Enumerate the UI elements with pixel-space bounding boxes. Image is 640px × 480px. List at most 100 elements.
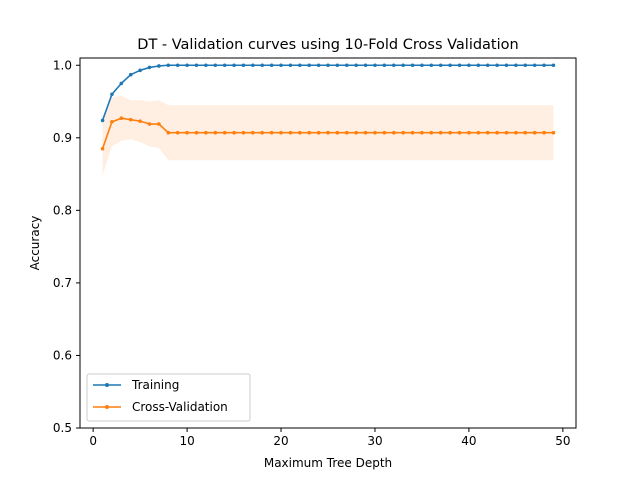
y-axis-ticks: 0.5 0.6 0.7 0.8 0.9 1.0 — [53, 58, 80, 435]
data-point — [298, 130, 302, 135]
x-tick-label: 20 — [273, 434, 288, 448]
data-point — [495, 63, 499, 68]
legend-label-training: Training — [131, 378, 179, 392]
data-point — [542, 63, 546, 68]
legend-box — [86, 373, 251, 422]
data-point — [504, 63, 509, 68]
y-axis-label: Accuracy — [28, 216, 42, 271]
data-point — [391, 130, 396, 135]
data-point — [420, 63, 424, 68]
data-point — [166, 130, 171, 135]
data-point — [457, 130, 462, 135]
data-point — [335, 130, 340, 135]
data-point — [410, 130, 415, 135]
data-point — [373, 130, 377, 135]
data-point — [514, 130, 518, 135]
y-tick-label: 0.5 — [53, 421, 72, 435]
data-point — [429, 63, 434, 68]
data-point — [298, 63, 302, 68]
data-point — [373, 63, 377, 68]
data-point — [251, 63, 255, 68]
data-point — [175, 130, 180, 135]
data-point — [476, 63, 481, 68]
data-point — [410, 63, 415, 68]
data-point — [288, 63, 293, 68]
chart-title: DT - Validation curves using 10-Fold Cro… — [137, 37, 518, 53]
data-point — [119, 116, 124, 121]
x-tick-label: 50 — [555, 434, 570, 448]
data-point — [100, 118, 105, 123]
y-tick-label: 0.7 — [53, 276, 72, 290]
data-point — [279, 63, 283, 68]
data-point — [485, 63, 490, 68]
data-point — [157, 122, 161, 126]
data-point — [467, 63, 471, 68]
data-point — [110, 92, 114, 97]
data-point — [260, 63, 265, 68]
data-point — [504, 130, 509, 135]
data-point — [514, 63, 518, 68]
x-axis-label: Maximum Tree Depth — [264, 456, 392, 470]
data-point — [175, 63, 180, 68]
data-point — [382, 130, 387, 135]
data-point — [204, 130, 208, 135]
data-point — [194, 130, 199, 135]
data-point — [307, 63, 312, 68]
data-point — [429, 130, 434, 135]
data-point — [532, 130, 537, 135]
data-point — [354, 63, 358, 68]
data-point — [363, 63, 368, 68]
x-tick-label: 30 — [367, 434, 382, 448]
data-point — [194, 63, 199, 68]
data-point — [438, 63, 443, 68]
data-point — [551, 130, 556, 135]
data-point — [128, 117, 133, 122]
data-point — [288, 130, 293, 135]
data-point — [532, 63, 537, 68]
data-point — [326, 130, 330, 135]
y-tick-label: 1.0 — [53, 58, 72, 72]
data-point — [213, 130, 218, 135]
legend-marker-cross-validation — [105, 405, 109, 409]
data-point — [185, 130, 189, 135]
data-point — [420, 130, 424, 135]
data-point — [185, 63, 189, 68]
y-tick-label: 0.6 — [53, 348, 72, 362]
data-point — [157, 64, 161, 68]
data-point — [326, 63, 330, 68]
legend-label-cross-validation: Cross-Validation — [132, 400, 228, 414]
data-point — [316, 63, 321, 68]
data-point — [438, 130, 443, 135]
data-point — [213, 63, 218, 68]
y-tick-label: 0.9 — [53, 131, 72, 145]
data-point — [232, 63, 236, 68]
data-point — [457, 63, 462, 68]
data-point — [260, 130, 265, 135]
data-point — [232, 130, 236, 135]
data-point — [269, 130, 274, 135]
data-point — [138, 68, 142, 73]
plot-area — [100, 63, 556, 176]
x-tick-label: 0 — [89, 434, 97, 448]
data-point — [401, 63, 405, 68]
data-point — [401, 130, 405, 135]
data-point — [344, 130, 349, 135]
x-tick-label: 10 — [179, 434, 194, 448]
legend-marker-training — [105, 383, 109, 387]
data-point — [279, 130, 283, 135]
data-point — [391, 63, 396, 68]
data-point — [344, 63, 349, 68]
data-point — [542, 130, 546, 135]
x-axis-ticks: 0 10 20 30 40 50 — [89, 428, 570, 448]
legend: Training Cross-Validation — [86, 373, 251, 422]
data-point — [166, 63, 171, 68]
x-tick-label: 40 — [461, 434, 476, 448]
data-point — [335, 63, 340, 68]
data-point — [551, 63, 556, 68]
data-point — [382, 63, 387, 68]
data-point — [495, 130, 499, 135]
plot-frame — [79, 57, 577, 429]
data-point — [354, 130, 358, 135]
data-point — [110, 120, 114, 124]
